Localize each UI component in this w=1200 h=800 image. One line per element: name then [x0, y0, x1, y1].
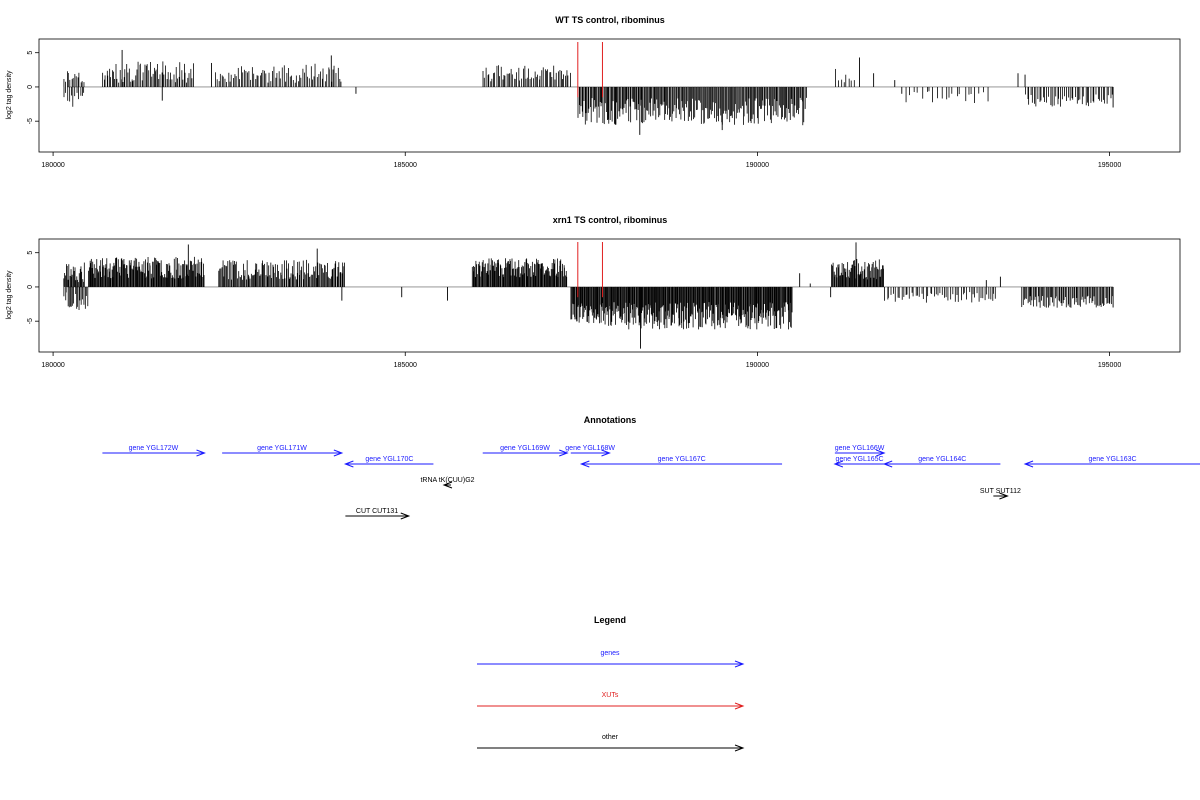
feature-label: tRNA tK(CUU)G2 — [420, 477, 474, 484]
panel-xrn1-ts-control: xrn1 TS control, ribominus log2 tag dens… — [6, 215, 1181, 369]
y-tick-label: 0 — [27, 85, 34, 89]
legend-label: other — [602, 734, 619, 741]
x-tick-label: 195000 — [1098, 362, 1121, 369]
feature-arrowhead — [882, 460, 893, 468]
feature-label: CUT CUT131 — [356, 508, 398, 515]
feature-label: SUT SUT112 — [980, 488, 1021, 495]
plot-frame — [38, 238, 1181, 353]
legend-arrowhead — [734, 744, 745, 752]
feature-arrowhead — [559, 449, 569, 457]
bars-group — [63, 242, 1114, 349]
panel-title: xrn1 TS control, ribominus — [553, 215, 668, 225]
bars-group — [63, 49, 1114, 135]
x-tick-label: 185000 — [394, 362, 417, 369]
feature-label: gene YGL171W — [257, 445, 307, 452]
legend-label: XUTs — [602, 692, 619, 699]
legend-items: genes XUTs other — [477, 650, 745, 752]
x-tick-label: 185000 — [394, 162, 417, 169]
feature-arrowhead — [1023, 460, 1034, 468]
feature-label: gene YGL170C — [365, 456, 413, 463]
x-tick-label: 190000 — [746, 362, 769, 369]
x-tick-label: 180000 — [41, 362, 64, 369]
y-tick-label: 5 — [27, 251, 34, 255]
y-tick-label: 0 — [27, 285, 34, 289]
feature-label: gene YGL168W — [565, 445, 615, 452]
feature-label: gene YGL163C — [1088, 456, 1136, 463]
feature-arrowhead — [601, 449, 611, 457]
legend-title: Legend — [594, 615, 626, 625]
panel-wt-ts-control: WT TS control, ribominus log2 tag densit… — [6, 15, 1181, 169]
feature-label: gene YGL164C — [918, 456, 966, 463]
y-axis-label: log2 tag density — [6, 70, 13, 120]
feature-label: gene YGL165C — [835, 456, 883, 463]
panel-title: WT TS control, ribominus — [555, 15, 665, 25]
feature-arrowhead — [343, 460, 354, 468]
x-tick-label: 190000 — [746, 162, 769, 169]
feature-arrowhead — [579, 460, 590, 468]
y-tick-label: -5 — [27, 118, 34, 124]
feature-arrowhead — [196, 449, 206, 457]
feature-label: gene YGL172W — [129, 445, 179, 452]
feature-label: gene YGL167C — [658, 456, 706, 463]
feature-arrowhead — [442, 481, 453, 489]
annotations-title: Annotations — [584, 415, 637, 425]
feature-label: gene YGL169W — [500, 445, 550, 452]
y-tick-label: 5 — [27, 51, 34, 55]
y-axis-label: log2 tag density — [6, 270, 13, 320]
feature-arrows: gene YGL172W gene YGL171W gene YGL170C gene… — [102, 445, 1200, 520]
feature-arrowhead — [999, 492, 1009, 500]
legend: Legend genes XUTs other — [477, 615, 745, 752]
feature-arrowhead — [876, 449, 886, 457]
legend-arrowhead — [734, 702, 745, 710]
feature-arrowhead — [333, 449, 344, 457]
marker-lines — [577, 42, 603, 98]
legend-label: genes — [600, 650, 620, 657]
y-tick-label: -5 — [27, 318, 34, 324]
x-tick-label: 180000 — [41, 162, 64, 169]
feature-label: gene YGL166W — [835, 445, 885, 452]
feature-arrowhead — [400, 512, 411, 520]
plot-frame — [38, 38, 1181, 153]
legend-arrowhead — [734, 660, 745, 668]
feature-arrowhead — [833, 460, 844, 468]
axes-group: 180000 185000 190000 195000 5 0 -5 — [27, 251, 1121, 369]
annotations-track: Annotations gene YGL172W gene YGL171Wgene… — [102, 415, 1200, 520]
x-tick-label: 195000 — [1098, 162, 1121, 169]
marker-lines — [577, 242, 603, 298]
axes-group: 180000 185000 190000 195000 5 0 -5 — [27, 51, 1121, 169]
